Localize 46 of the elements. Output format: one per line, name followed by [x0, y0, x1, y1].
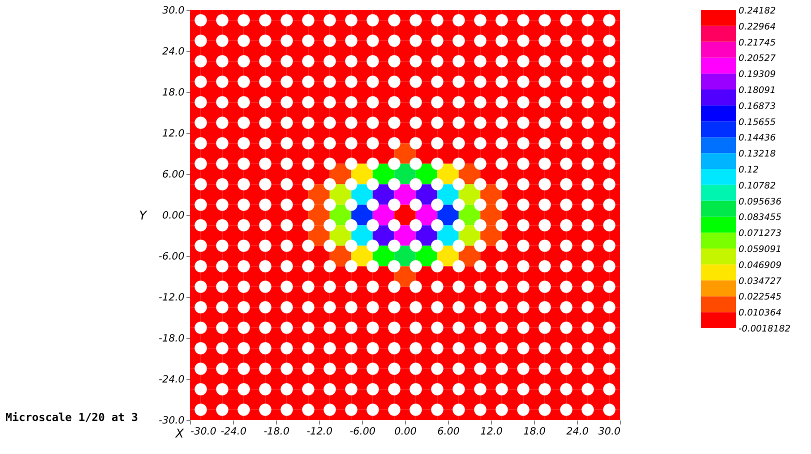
y-tick-label: -18.0 — [158, 334, 184, 344]
color-bar-label: 0.12 — [738, 166, 759, 176]
y-tick-label: -12.0 — [158, 292, 184, 304]
color-bar-label: 0.13218 — [738, 150, 776, 160]
y-tick-label: 30.0 — [162, 6, 184, 16]
y-tick-label: 18.0 — [162, 88, 184, 98]
x-tick-label: 12.0 — [480, 426, 503, 438]
color-bar-label: 0.10782 — [738, 181, 776, 192]
y-tick-label: 0.00 — [162, 210, 184, 222]
color-bar-label: 0.095636 — [738, 197, 782, 208]
color-bar-label: 0.034727 — [738, 276, 782, 287]
color-bar-label: 0.046909 — [738, 260, 782, 271]
color-bar-label: 0.14436 — [738, 134, 776, 144]
x-tick-label: 24.0 — [566, 426, 589, 438]
x-tick-label: -24.0 — [220, 426, 246, 438]
y-tick-label: -30.0 — [158, 416, 184, 426]
x-axis-title: X — [174, 426, 184, 440]
color-bar-label: 0.20527 — [738, 54, 776, 64]
color-bar-label: 0.21745 — [738, 38, 776, 48]
color-bar-label: 0.010364 — [738, 308, 782, 319]
color-bar-label: 0.22964 — [738, 22, 776, 32]
color-bar-label: 0.071273 — [738, 229, 782, 240]
y-axis-title: Y — [139, 208, 148, 222]
color-bar-label: 0.24182 — [738, 6, 776, 16]
y-tick-label: -6.00 — [158, 252, 184, 262]
text: Microscale 1/20 at 3 — [6, 411, 138, 424]
color-bar-label: 0.083455 — [738, 213, 782, 224]
color-bar-label: 0.022545 — [738, 292, 782, 303]
y-tick-label: 12.0 — [162, 128, 184, 140]
y-tick-label: 6.00 — [162, 170, 184, 180]
x-tick-label: 18.0 — [523, 426, 546, 438]
color-bar-label: 0.059091 — [738, 245, 782, 255]
x-tick-label: 30.0 — [598, 426, 620, 438]
x-tick-label: 0.00 — [394, 426, 417, 438]
x-tick-label: -30.0 — [190, 426, 216, 438]
x-tick-label: -6.00 — [350, 426, 376, 438]
x-tick-label: -18.0 — [264, 426, 290, 438]
y-tick-label: -24.0 — [158, 374, 184, 386]
x-tick-label: -12.0 — [306, 426, 332, 438]
y-tick-label: 24.0 — [162, 46, 184, 58]
color-bar-label: 0.18091 — [738, 86, 776, 96]
x-tick-label: 6.00 — [437, 426, 460, 438]
color-bar-label: 0.15655 — [738, 118, 776, 128]
color-bar-label: 0.19309 — [738, 70, 776, 80]
color-bar-label: -0.0018182 — [738, 324, 791, 334]
color-bar-label: 0.16873 — [738, 102, 776, 112]
